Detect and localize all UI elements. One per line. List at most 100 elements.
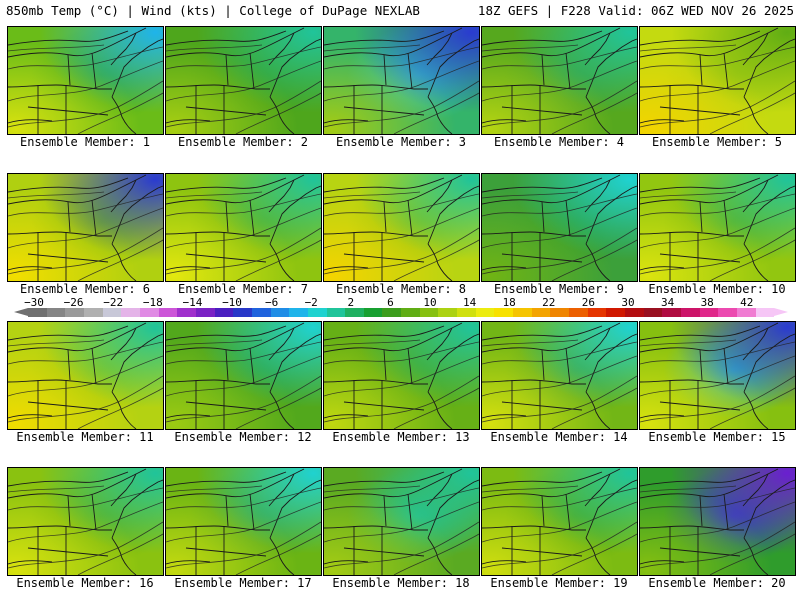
colorbar-cell: [662, 308, 681, 317]
ensemble-map-panel: [7, 26, 164, 135]
colorbar-cell: [214, 308, 234, 317]
ensemble-member-caption: Ensemble Member: 7: [177, 282, 309, 296]
ensemble-member-caption: Ensemble Member: 18: [332, 576, 470, 590]
colorbar-cell: [345, 308, 364, 317]
colorbar-cell: [382, 308, 402, 317]
colorbar-cell: [569, 308, 588, 317]
colorbar-label: −14: [182, 296, 203, 309]
colorbar-cell: [475, 308, 495, 317]
ensemble-map-panel: [165, 467, 322, 576]
ensemble-map-panel: [481, 173, 638, 282]
colorbar-label: 14: [462, 296, 477, 309]
ensemble-member-caption: Ensemble Member: 13: [332, 430, 470, 444]
ensemble-map-panel: [323, 26, 480, 135]
ensemble-map-panel: [639, 321, 796, 430]
colorbar-cell: [326, 308, 346, 317]
ensemble-member-caption: Ensemble Member: 20: [648, 576, 786, 590]
colorbar-cell: [83, 308, 103, 317]
ensemble-member-caption: Ensemble Member: 19: [490, 576, 628, 590]
ensemble-map-panel: [481, 26, 638, 135]
colorbar-cell: [46, 308, 66, 317]
colorbar-cell: [438, 308, 458, 317]
colorbar-cell: [158, 308, 178, 317]
colorbar-cell: [755, 308, 775, 317]
ensemble-member-caption: Ensemble Member: 11: [16, 430, 154, 444]
colorbar-label: 2: [347, 296, 355, 309]
colorbar-cell: [494, 308, 514, 317]
colorbar-cell: [680, 308, 700, 317]
colorbar-cell: [102, 308, 122, 317]
colorbar-cell: [718, 308, 737, 317]
colorbar-label: 26: [581, 296, 596, 309]
colorbar-cell: [251, 308, 271, 317]
colorbar-cell: [177, 308, 196, 317]
colorbar-cell: [28, 308, 47, 317]
ensemble-member-caption: Ensemble Member: 10: [648, 282, 786, 296]
colorbar-label: 34: [660, 296, 675, 309]
ensemble-member-caption: Ensemble Member: 12: [174, 430, 312, 444]
ensemble-map-panel: [481, 467, 638, 576]
ensemble-member-caption: Ensemble Member: 3: [335, 135, 467, 149]
colorbar-label: 10: [423, 296, 437, 309]
ensemble-map-panel: [323, 321, 480, 430]
ensemble-map-panel: [323, 467, 480, 576]
colorbar-label: 18: [502, 296, 516, 309]
colorbar-cell: [233, 308, 252, 317]
ensemble-map-panel: [323, 173, 480, 282]
colorbar-cell: [121, 308, 140, 317]
ensemble-member-caption: Ensemble Member: 9: [493, 282, 625, 296]
ensemble-member-caption: Ensemble Member: 5: [651, 135, 783, 149]
ensemble-member-caption: Ensemble Member: 17: [174, 576, 312, 590]
colorbar: [28, 308, 775, 317]
colorbar-cell: [643, 308, 663, 317]
map-title: 850mb Temp (°C) | Wind (kts) | College o…: [6, 3, 420, 18]
colorbar-label: −6: [264, 296, 279, 309]
ensemble-map-panel: [7, 321, 164, 430]
colorbar-cell: [550, 308, 570, 317]
valid-time: 18Z GEFS | F228 Valid: 06Z WED NOV 26 20…: [477, 3, 794, 18]
ensemble-map-panel: [165, 173, 322, 282]
colorbar-cell: [363, 308, 383, 317]
colorbar-cell: [625, 308, 644, 317]
colorbar-label: 6: [387, 296, 394, 309]
colorbar-cell: [699, 308, 719, 317]
colorbar-cell: [457, 308, 476, 317]
colorbar-label: −2: [304, 296, 318, 309]
colorbar-label: −26: [63, 296, 84, 309]
colorbar-cell: [419, 308, 439, 317]
colorbar-cell: [270, 308, 290, 317]
ensemble-member-caption: Ensemble Member: 2: [177, 135, 309, 149]
ensemble-member-caption: Ensemble Member: 4: [493, 135, 625, 149]
colorbar-cell: [401, 308, 420, 317]
colorbar-label: −30: [24, 296, 44, 309]
colorbar-cell: [531, 308, 551, 317]
ensemble-map-panel: [639, 467, 796, 576]
colorbar-label: 42: [740, 296, 754, 309]
ensemble-member-caption: Ensemble Member: 8: [335, 282, 467, 296]
colorbar-cell: [65, 308, 84, 317]
colorbar-label: −18: [142, 296, 163, 309]
colorbar-cell: [289, 308, 308, 317]
ensemble-map-panel: [639, 173, 796, 282]
ensemble-member-caption: Ensemble Member: 14: [490, 430, 628, 444]
ensemble-map-panel: [639, 26, 796, 135]
colorbar-cell: [139, 308, 159, 317]
colorbar-label: −22: [103, 296, 124, 309]
colorbar-cell: [606, 308, 625, 317]
colorbar-cell: [587, 308, 607, 317]
ensemble-map-panel: [7, 173, 164, 282]
colorbar-label: 38: [700, 296, 714, 309]
ensemble-member-caption: Ensemble Member: 15: [648, 430, 786, 444]
colorbar-high-arrow: [774, 308, 788, 316]
ensemble-member-caption: Ensemble Member: 1: [19, 135, 151, 149]
colorbar-label: 22: [542, 296, 556, 309]
ensemble-map-panel: [481, 321, 638, 430]
colorbar-cell: [736, 308, 756, 317]
colorbar-cell: [195, 308, 215, 317]
ensemble-map-panel: [7, 467, 164, 576]
ensemble-map-panel: [165, 321, 322, 430]
colorbar-label: −10: [222, 296, 242, 309]
ensemble-member-caption: Ensemble Member: 16: [16, 576, 154, 590]
ensemble-member-caption: Ensemble Member: 6: [19, 282, 151, 296]
colorbar-low-arrow: [14, 308, 28, 316]
